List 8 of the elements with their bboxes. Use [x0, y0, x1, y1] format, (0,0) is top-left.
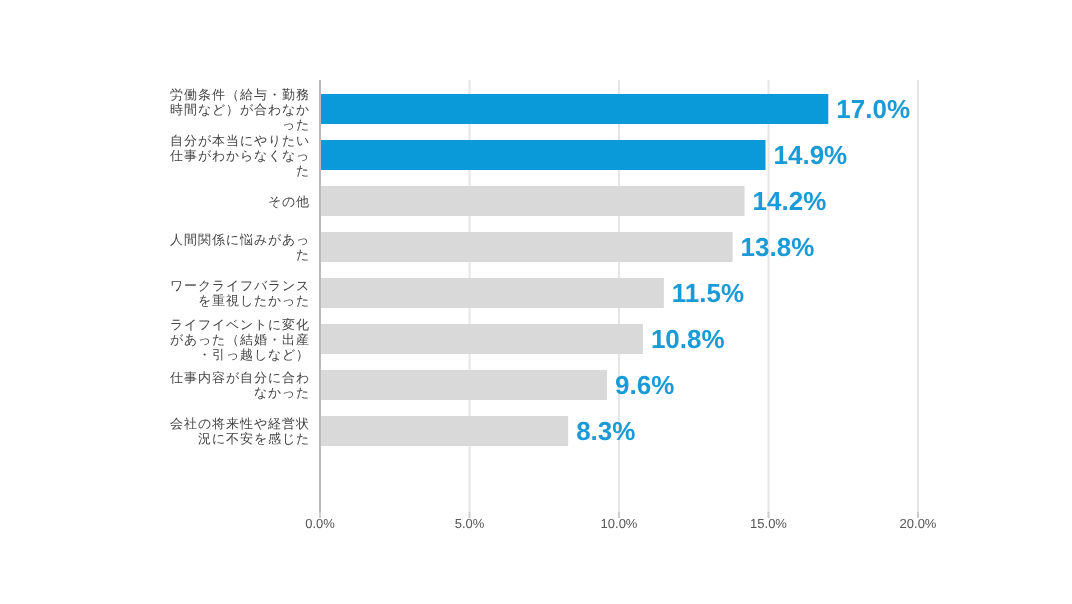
data-label: 17.0% — [836, 94, 911, 124]
data-label: 9.6% — [615, 370, 676, 400]
data-label: 13.8% — [740, 232, 816, 262]
data-label: 8.3% — [576, 416, 637, 446]
data-label: 11.5% — [671, 278, 746, 308]
data-label: 14.9% — [773, 140, 849, 170]
data-label: 10.8% — [650, 324, 726, 354]
data-label: 14.2% — [752, 186, 828, 216]
